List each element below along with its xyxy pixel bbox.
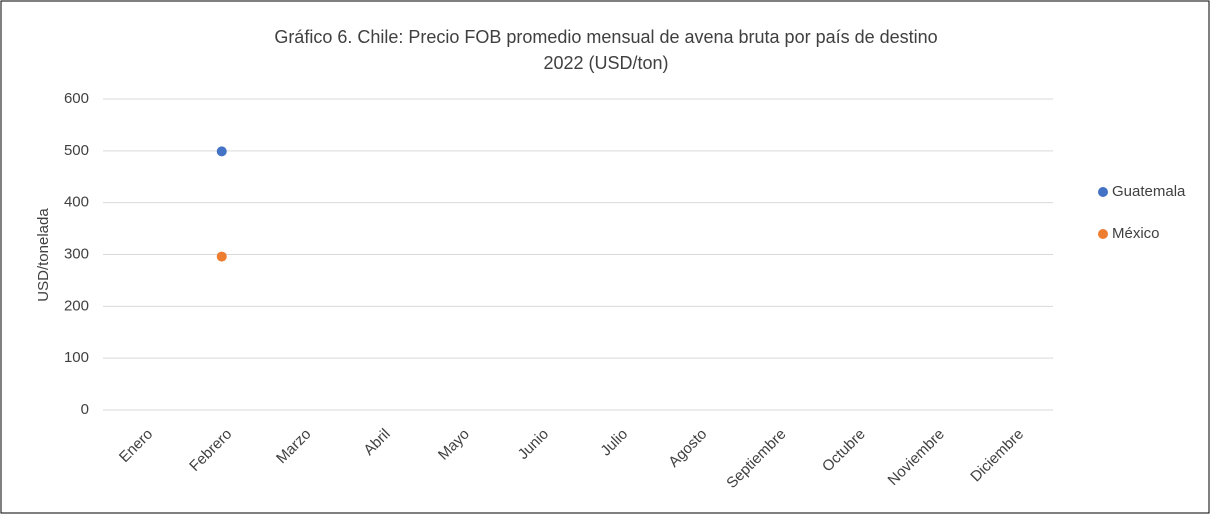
y-axis-label: USD/tonelada (35, 208, 52, 302)
y-tick-label: 0 (81, 401, 89, 418)
y-tick-label: 200 (64, 297, 89, 314)
chart-title: 2022 (USD/ton) (543, 53, 668, 73)
marker (216, 146, 227, 157)
y-tick-label: 300 (64, 245, 89, 262)
y-tick-label: 400 (64, 194, 89, 211)
legend-label: Guatemala (1112, 183, 1186, 200)
legend-marker (1098, 229, 1108, 239)
marker (216, 251, 227, 262)
y-tick-label: 500 (64, 142, 89, 159)
y-tick-label: 100 (64, 349, 89, 366)
legend-label: México (1112, 225, 1160, 242)
chart-title: Gráfico 6. Chile: Precio FOB promedio me… (274, 27, 937, 47)
legend-marker (1098, 187, 1108, 197)
y-tick-label: 600 (64, 90, 89, 107)
